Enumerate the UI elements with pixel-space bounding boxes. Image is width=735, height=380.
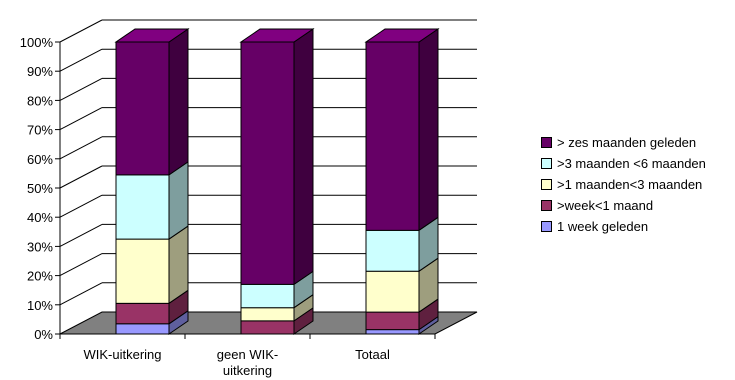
bar-front <box>240 307 295 322</box>
legend-label: >week<1 maand <box>557 198 654 213</box>
y-tick-label: 20% <box>27 269 53 284</box>
bar-segment-1-3 <box>240 270 314 309</box>
bar-front <box>115 41 170 176</box>
gridline-diagonal <box>59 77 103 101</box>
y-tick-label: 10% <box>27 298 53 313</box>
y-tick-label: 60% <box>27 152 53 167</box>
legend-item: 1 week geleden <box>541 216 735 237</box>
bar-front <box>365 329 420 335</box>
legend: > zes maanden geleden >3 maanden <6 maand… <box>541 132 735 237</box>
legend-swatch <box>541 221 552 232</box>
bar-side <box>418 28 439 232</box>
legend-item: >3 maanden <6 maanden <box>541 153 735 174</box>
bar-segment-1-4 <box>240 28 314 286</box>
bar-segment-1-2 <box>240 293 314 322</box>
bar-front <box>115 238 170 304</box>
legend-label: 1 week geleden <box>557 219 649 234</box>
gridline-diagonal <box>59 223 103 247</box>
bar-top <box>239 28 315 43</box>
legend-label: >1 maanden<3 maanden <box>557 177 703 192</box>
bar-top <box>364 28 440 43</box>
bar-front <box>115 302 170 325</box>
bar-segment-0-4 <box>115 28 189 176</box>
bar-front <box>115 174 170 240</box>
bar-segment-2-4 <box>365 28 439 232</box>
y-tick-label: 50% <box>27 181 53 196</box>
bar-segment-0-1 <box>115 289 189 325</box>
gridline-diagonal <box>59 48 103 72</box>
bar-segment-2-2 <box>365 257 439 314</box>
y-tick-label: 80% <box>27 93 53 108</box>
bar-segment-1-1 <box>240 306 314 335</box>
bar-segment-0-3 <box>115 160 189 241</box>
bar-front <box>365 311 420 331</box>
bar-front <box>240 320 295 335</box>
y-tick-label: 90% <box>27 64 53 79</box>
gridline-diagonal <box>59 136 103 160</box>
gridline-diagonal <box>59 282 103 306</box>
y-tick-label: 0% <box>34 327 53 342</box>
category-label: WIK-uitkering <box>83 347 161 362</box>
bar-front <box>240 41 295 285</box>
gridline-diagonal <box>59 253 103 277</box>
bar-front <box>115 323 170 335</box>
category-label: geen WIK-uitkering <box>217 347 278 378</box>
legend-swatch <box>541 200 552 211</box>
bar-front <box>240 283 295 309</box>
legend-swatch <box>541 179 552 190</box>
legend-swatch <box>541 137 552 148</box>
gridline-diagonal <box>59 194 103 218</box>
bar-segment-2-3 <box>365 216 439 273</box>
legend-item: >week<1 maand <box>541 195 735 216</box>
bar-side <box>168 28 189 176</box>
legend-item: >1 maanden<3 maanden <box>541 174 735 195</box>
y-tick-label: 40% <box>27 210 53 225</box>
legend-label: > zes maanden geleden <box>557 135 697 150</box>
legend-label: >3 maanden <6 maanden <box>557 156 706 171</box>
bar-side <box>293 28 314 286</box>
gridline-diagonal <box>59 19 103 43</box>
category-label: Totaal <box>355 347 390 362</box>
y-tick-label: 30% <box>27 239 53 254</box>
gridline-diagonal <box>59 165 103 189</box>
bar-front <box>365 229 420 272</box>
legend-item: > zes maanden geleden <box>541 132 735 153</box>
y-tick-label: 70% <box>27 123 53 138</box>
bar-top <box>114 28 190 43</box>
gridline-diagonal <box>59 107 103 131</box>
bar-front <box>365 270 420 313</box>
bar-front <box>365 41 420 231</box>
legend-swatch <box>541 158 552 169</box>
y-tick-label: 100% <box>20 35 54 50</box>
